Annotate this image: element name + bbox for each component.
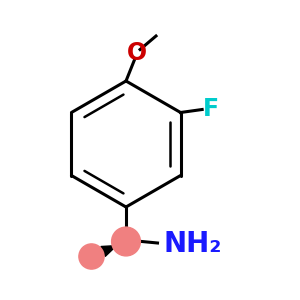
Text: NH₂: NH₂ <box>164 230 222 259</box>
Circle shape <box>79 244 104 269</box>
Text: O: O <box>126 40 147 64</box>
Text: F: F <box>202 98 219 122</box>
Circle shape <box>112 227 140 256</box>
Polygon shape <box>101 246 113 256</box>
